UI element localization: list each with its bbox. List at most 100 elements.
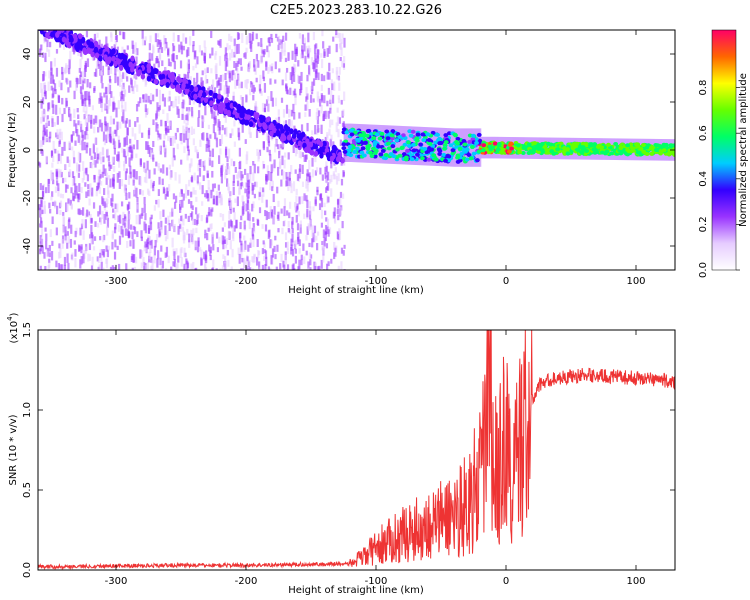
heatmap-cell <box>320 124 323 134</box>
heatmap-cell <box>328 72 331 80</box>
heatmap-cell <box>96 182 99 190</box>
heatmap-cell <box>277 109 280 116</box>
heatmap-cell <box>269 267 272 270</box>
heatmap-cell <box>381 125 384 164</box>
heatmap-cell <box>158 95 162 106</box>
heatmap-cell <box>443 133 449 138</box>
heatmap-cell <box>246 256 249 262</box>
heatmap-cell <box>153 63 156 69</box>
heatmap-cell <box>649 151 655 156</box>
heatmap-cell <box>218 107 223 114</box>
heatmap-cell <box>228 200 231 206</box>
heatmap-cell <box>103 201 106 208</box>
heatmap-cell <box>308 109 311 117</box>
heatmap-cell <box>239 232 242 243</box>
heatmap-cell <box>305 250 308 256</box>
heatmap-cell <box>443 140 449 145</box>
heatmap-cell <box>278 150 281 159</box>
heatmap-cell <box>335 122 338 133</box>
heatmap-cell <box>85 90 88 101</box>
heatmap-cell <box>429 147 435 152</box>
heatmap-cell <box>66 184 69 189</box>
heatmap-cell <box>292 263 295 270</box>
heatmap-cell <box>114 65 117 75</box>
heatmap-cell <box>297 210 300 217</box>
heatmap-cell <box>475 128 478 167</box>
heatmap-cell <box>88 254 91 261</box>
heatmap-cell <box>216 195 219 206</box>
heatmap-cell <box>143 166 146 172</box>
heatmap-cell <box>315 61 318 68</box>
heatmap-cell <box>41 191 45 200</box>
heatmap-cell <box>304 55 307 64</box>
heatmap-cell <box>318 265 321 270</box>
heatmap-cell <box>293 73 296 82</box>
heatmap-cell <box>92 118 96 125</box>
heatmap-cell <box>507 142 513 147</box>
heatmap-cell <box>283 264 286 270</box>
heatmap-cell <box>422 146 428 151</box>
heatmap-cell <box>132 179 135 186</box>
heatmap-cell <box>280 208 283 214</box>
heatmap-cell <box>47 178 51 184</box>
heatmap-cell <box>249 32 253 41</box>
heatmap-cell <box>271 180 274 188</box>
heatmap-cell <box>144 241 147 248</box>
heatmap-cell <box>321 95 324 103</box>
heatmap-cell <box>99 217 103 225</box>
snr-y-ticks: 0.00.51.01.5 <box>22 322 675 578</box>
heatmap-cell <box>306 176 310 185</box>
heatmap-cell <box>56 205 59 215</box>
heatmap-cell <box>82 103 85 113</box>
heatmap-cell <box>314 154 317 163</box>
heatmap-cell <box>187 189 190 196</box>
heatmap-cell <box>282 109 286 118</box>
heatmap-cell <box>49 229 52 238</box>
heatmap-cell <box>476 149 482 154</box>
heatmap-cell <box>142 94 145 99</box>
heatmap-cell <box>270 239 273 246</box>
heatmap-cell <box>315 43 318 49</box>
heatmap-cell <box>309 48 312 53</box>
heatmap-cell <box>303 43 306 52</box>
heatmap-cell <box>118 171 121 178</box>
heatmap-cell <box>202 161 205 168</box>
heatmap-cell <box>79 58 82 69</box>
heatmap-cell <box>192 228 195 236</box>
colorbar-tick-label: 0.8 <box>698 80 709 96</box>
heatmap-cell <box>339 191 343 198</box>
heatmap-cell <box>280 97 284 103</box>
heatmap-cell <box>79 259 82 269</box>
heatmap-cell <box>240 240 243 246</box>
heatmap-cell <box>135 171 138 180</box>
heatmap-cell <box>282 35 285 43</box>
heatmap-cell <box>606 142 611 147</box>
heatmap-cell <box>125 67 131 74</box>
heatmap-cell <box>517 150 523 155</box>
heatmap-cell <box>131 127 134 137</box>
heatmap-cell <box>240 250 243 259</box>
heatmap-cell <box>177 95 180 105</box>
heatmap-cell <box>99 169 102 177</box>
heatmap-cell <box>260 91 263 96</box>
heatmap-cell <box>182 45 185 51</box>
heatmap-cell <box>234 72 237 80</box>
heatmap-cell <box>253 227 256 234</box>
heatmap-cell <box>120 225 123 235</box>
heatmap-cell <box>325 187 328 193</box>
heatmap-cell <box>213 104 218 111</box>
heatmap-cell <box>303 213 306 220</box>
heatmap-cell <box>323 202 326 208</box>
heatmap-cell <box>45 31 50 38</box>
heatmap-cell <box>120 201 124 207</box>
heatmap-cell <box>400 125 403 165</box>
heatmap-cell <box>61 238 64 249</box>
heatmap-cell <box>112 102 115 113</box>
heatmap-cell <box>81 94 84 104</box>
heatmap-cell <box>425 127 428 166</box>
heatmap-cell <box>292 241 295 246</box>
heatmap-cell <box>307 65 311 75</box>
heatmap-cell <box>208 207 211 216</box>
heatmap-cell <box>182 193 185 201</box>
heatmap-cell <box>52 87 55 98</box>
